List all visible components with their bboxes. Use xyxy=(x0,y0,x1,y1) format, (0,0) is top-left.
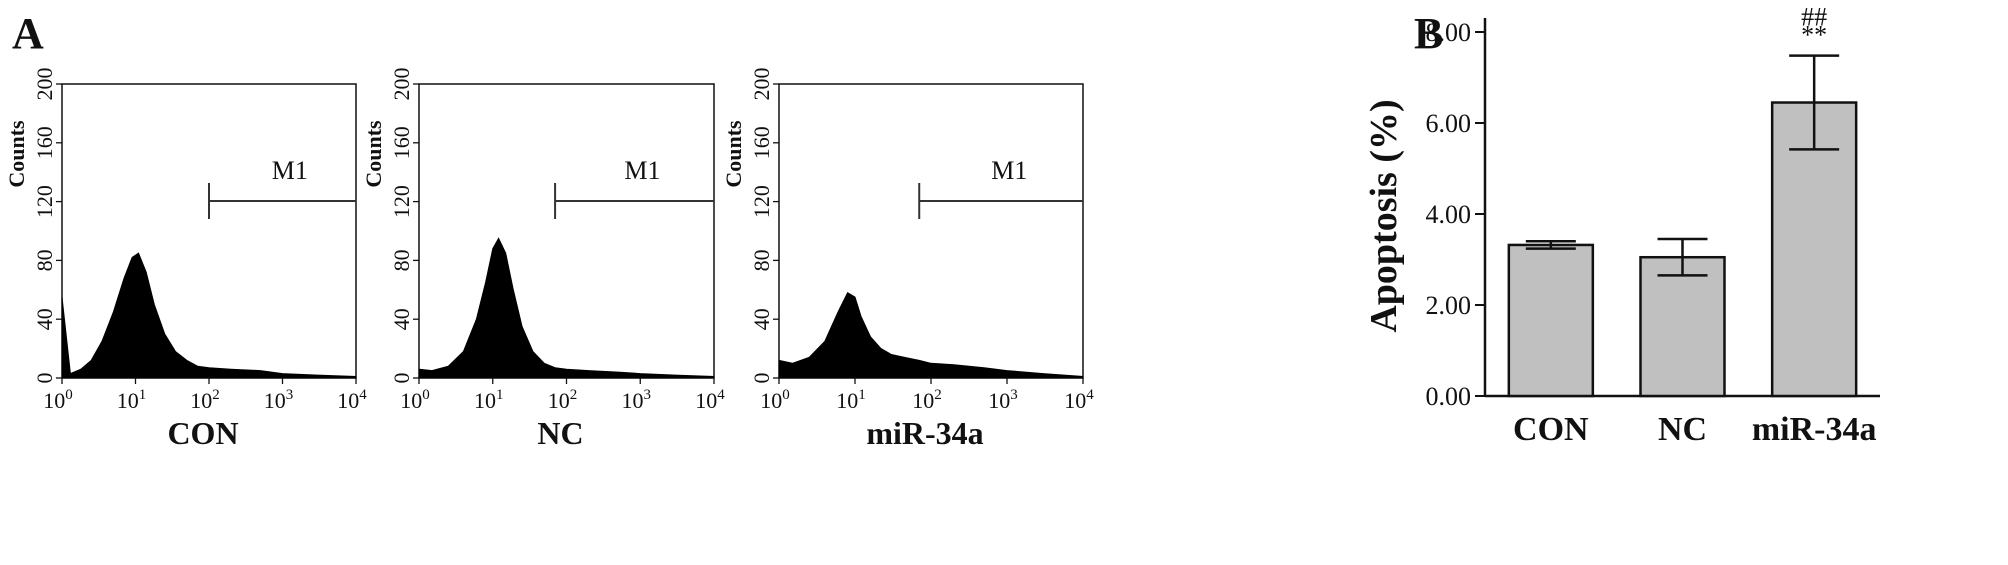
y-tick-label-mir-34a: 40 xyxy=(749,308,774,330)
y-axis-label-nc: Counts xyxy=(361,120,386,188)
histogram-fill-con xyxy=(61,252,357,379)
x-tick-label-con: 102 xyxy=(190,387,220,413)
bar-y-tick-label: 6.00 xyxy=(1426,109,1472,138)
panel-b-letter: B xyxy=(1414,9,1443,58)
significance-mark-mir-34a: ** xyxy=(1801,21,1827,50)
x-tick-label-mir-34a: 101 xyxy=(836,387,866,413)
x-axis-label-mir-34a: miR-34a xyxy=(866,415,983,451)
y-tick-label-nc: 200 xyxy=(389,68,414,101)
x-tick-label-nc: 100 xyxy=(400,387,430,413)
y-tick-label-con: 160 xyxy=(32,126,57,159)
bar-nc xyxy=(1639,255,1726,398)
panel-a-letter: A xyxy=(12,9,44,58)
y-tick-label-con: 40 xyxy=(32,308,57,330)
x-tick-label-nc: 102 xyxy=(548,387,578,413)
y-tick-label-nc: 120 xyxy=(389,185,414,218)
histogram-frame-mir-34a xyxy=(778,83,1084,379)
bar-category-label-con: CON xyxy=(1513,411,1589,448)
bar-con xyxy=(1507,243,1595,398)
bar-chart-panel: 0.00 2.00 4.00 6.00 8.00 Apoptosis (%) CON NC mi… xyxy=(1363,3,1880,448)
gate-label-nc: M1 xyxy=(624,156,660,185)
y-tick-label-mir-34a: 80 xyxy=(749,249,774,271)
y-tick-label-nc: 0 xyxy=(389,373,414,384)
y-axis-label-con: Counts xyxy=(4,120,29,188)
gate-label-mir-34a: M1 xyxy=(991,156,1027,185)
y-tick-label-con: 80 xyxy=(32,249,57,271)
bar-y-tick-label: 4.00 xyxy=(1426,200,1472,229)
y-tick-label-nc: 80 xyxy=(389,249,414,271)
y-tick-label-mir-34a: 200 xyxy=(749,68,774,101)
bar-category-label-mir-34a: miR-34a xyxy=(1752,411,1877,448)
x-tick-label-nc: 101 xyxy=(474,387,504,413)
x-tick-label-nc: 104 xyxy=(695,387,725,413)
x-tick-label-nc: 103 xyxy=(622,387,652,413)
bar-y-tick-label: 0.00 xyxy=(1426,382,1472,411)
y-tick-label-mir-34a: 160 xyxy=(749,126,774,159)
x-tick-label-con: 104 xyxy=(337,387,367,413)
y-tick-label-con: 200 xyxy=(32,68,57,101)
y-tick-label-con: 0 xyxy=(32,373,57,384)
y-tick-label-nc: 160 xyxy=(389,126,414,159)
bar-category-label-nc: NC xyxy=(1658,411,1707,448)
x-tick-label-con: 101 xyxy=(117,387,147,413)
histogram-fill-nc xyxy=(418,237,715,379)
x-axis-label-con: CON xyxy=(167,415,238,451)
histogram-fill-mir-34a xyxy=(778,291,1084,379)
x-tick-label-con: 103 xyxy=(264,387,294,413)
significance-mark-mir-34a: ## xyxy=(1801,3,1827,32)
y-tick-label-nc: 40 xyxy=(389,308,414,330)
bar-y-tick-label: 8.00 xyxy=(1426,18,1472,47)
gate-label-con: M1 xyxy=(272,156,308,185)
y-axis-label-mir-34a: Counts xyxy=(721,120,746,188)
y-tick-label-mir-34a: 0 xyxy=(749,373,774,384)
x-tick-label-mir-34a: 104 xyxy=(1064,387,1094,413)
histogram-frame-nc xyxy=(418,83,715,379)
x-tick-label-mir-34a: 103 xyxy=(988,387,1018,413)
x-tick-label-con: 100 xyxy=(43,387,73,413)
x-tick-label-mir-34a: 100 xyxy=(760,387,790,413)
y-tick-label-con: 120 xyxy=(32,185,57,218)
x-tick-label-mir-34a: 102 xyxy=(912,387,942,413)
bar-y-tick-label: 2.00 xyxy=(1426,291,1472,320)
x-axis-label-nc: NC xyxy=(537,415,583,451)
bar-y-axis-label: Apoptosis (%) xyxy=(1363,99,1405,332)
y-tick-label-mir-34a: 120 xyxy=(749,185,774,218)
